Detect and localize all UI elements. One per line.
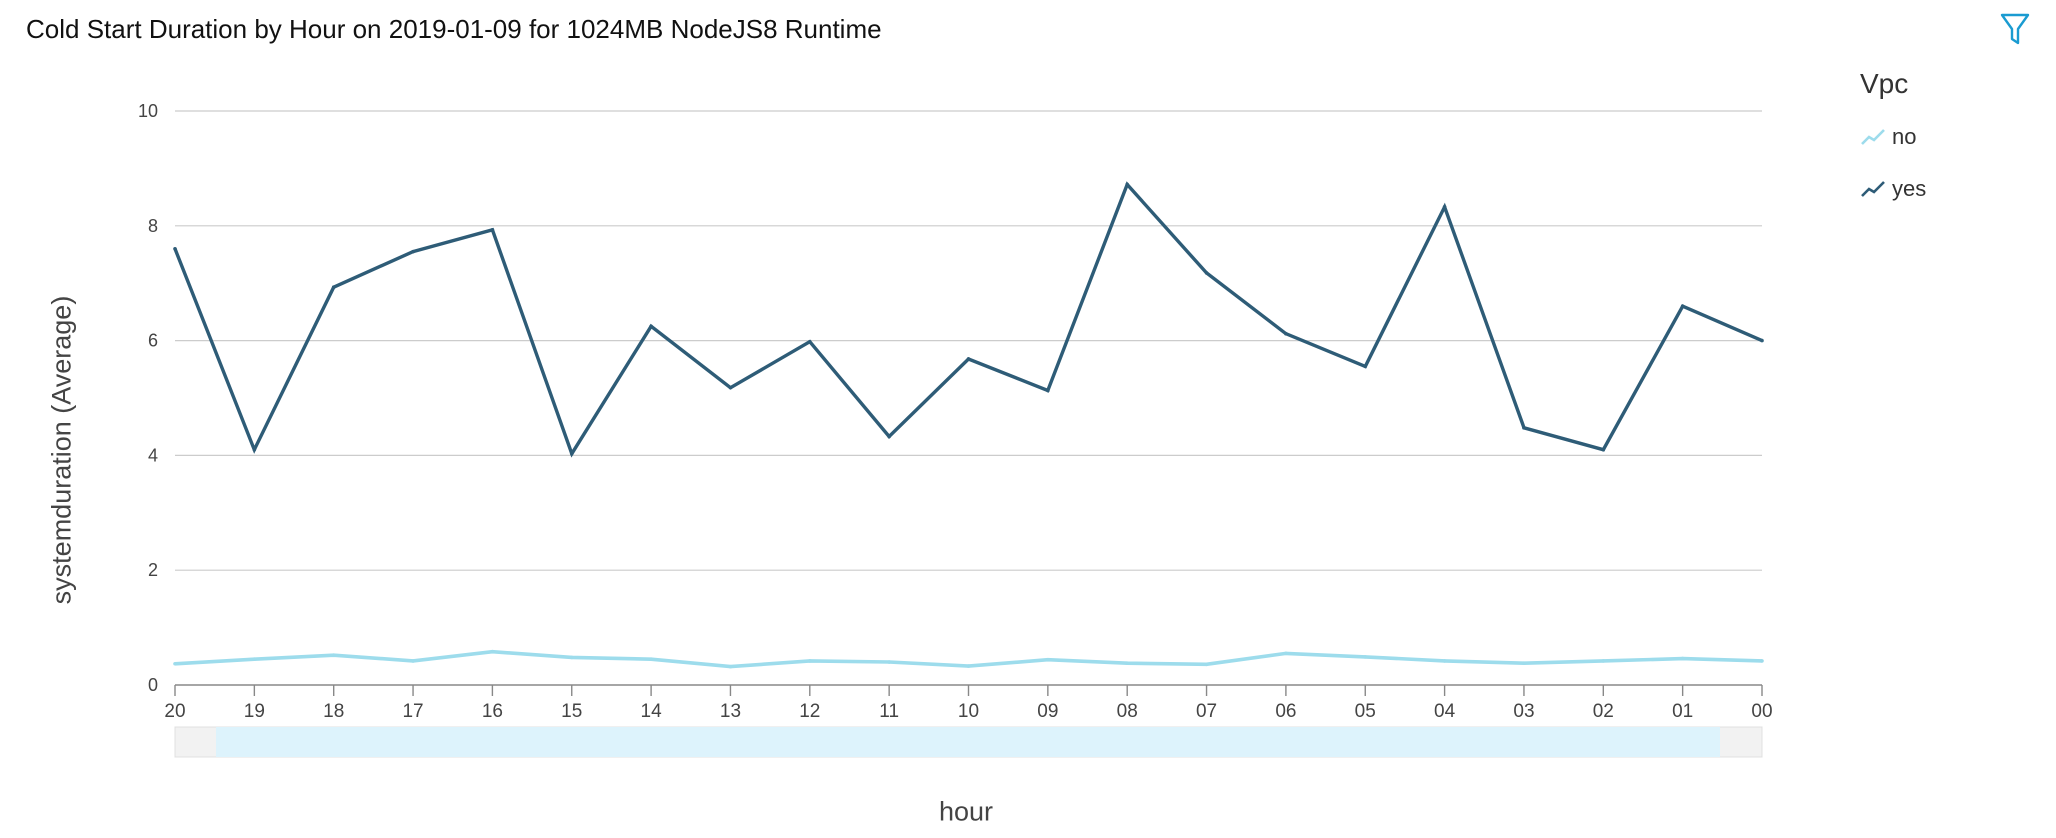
slider-selection[interactable]	[216, 727, 1720, 757]
x-tick-label: 10	[958, 701, 979, 722]
y-tick-label: 6	[148, 331, 158, 351]
line-chart-icon	[1861, 129, 1885, 145]
x-tick-label: 08	[1117, 701, 1138, 722]
data-point	[490, 228, 495, 232]
x-tick-label: 13	[720, 701, 741, 722]
data-point	[411, 659, 415, 663]
y-tick-label: 8	[148, 216, 158, 236]
x-tick-label: 05	[1355, 701, 1376, 722]
gridlines	[175, 110, 1762, 571]
series-lines	[173, 181, 1764, 669]
data-point	[1760, 338, 1764, 343]
data-point	[1522, 426, 1526, 430]
data-point	[1680, 656, 1685, 661]
data-point	[649, 324, 653, 329]
legend-item-label: no	[1892, 124, 1917, 149]
x-tick-label: 19	[244, 701, 265, 722]
data-point	[252, 447, 257, 452]
data-point	[1125, 661, 1129, 665]
x-axis-title: hour	[938, 796, 994, 827]
x-tick-label: 17	[402, 701, 423, 722]
data-point	[1204, 271, 1209, 275]
x-tick-label: 06	[1275, 701, 1296, 722]
x-axis: 20 19 18 17 16 15 14 13 12 11 10 09 08 07 06 05 04 03 02 01…	[164, 684, 1773, 722]
legend: Vpc no yes	[1860, 68, 1926, 228]
x-tick-label: 00	[1751, 701, 1772, 722]
x-tick-label: 18	[323, 701, 344, 722]
data-point	[1204, 662, 1209, 667]
x-tick-label: 14	[641, 701, 663, 722]
y-tick-label: 2	[148, 560, 158, 580]
data-point	[1601, 659, 1606, 663]
legend-item-yes[interactable]: yes	[1860, 176, 1926, 202]
data-point	[728, 385, 733, 390]
data-point	[173, 661, 177, 666]
filter-icon[interactable]	[1998, 10, 2032, 48]
data-point	[411, 249, 415, 254]
data-point	[331, 653, 336, 657]
chart-title: Cold Start Duration by Hour on 2019-01-0…	[26, 14, 882, 44]
y-tick-label: 4	[148, 445, 158, 465]
data-point	[569, 451, 574, 456]
y-axis-ticks: 0 2 4 6 8 10	[138, 101, 158, 695]
x-tick-label: 16	[482, 701, 503, 722]
data-point	[331, 285, 336, 290]
data-point	[1284, 331, 1288, 336]
x-tick-label: 02	[1593, 701, 1614, 722]
y-axis-title: systemduration (Average)	[46, 295, 77, 605]
x-tick-label: 15	[561, 701, 582, 722]
data-point	[808, 339, 812, 344]
data-point	[490, 649, 495, 654]
legend-title: Vpc	[1860, 68, 1909, 99]
data-point	[173, 246, 177, 251]
x-tick-label: 03	[1513, 701, 1534, 722]
data-point	[1760, 659, 1764, 663]
data-point	[887, 434, 891, 439]
data-point	[808, 659, 812, 663]
data-point	[1046, 388, 1050, 393]
data-point	[1125, 182, 1129, 187]
data-point	[1442, 205, 1447, 209]
x-tick-label: 04	[1434, 701, 1456, 722]
x-tick-label: 11	[879, 701, 899, 722]
data-point	[649, 657, 653, 661]
data-point	[1363, 655, 1368, 659]
x-tick-label: 01	[1672, 701, 1693, 722]
range-slider[interactable]	[174, 726, 1763, 758]
legend-item-no[interactable]: no	[1860, 124, 1926, 150]
legend-item-label: yes	[1892, 176, 1927, 201]
y-tick-label: 0	[148, 675, 158, 695]
x-tick-label: 12	[799, 701, 820, 722]
x-tick-label: 07	[1196, 701, 1217, 722]
x-tick-label: 09	[1037, 701, 1058, 722]
data-point	[728, 664, 733, 669]
data-point	[1680, 304, 1685, 308]
series-line-yes	[173, 181, 1763, 458]
data-point	[966, 357, 971, 361]
x-tick-label: 20	[164, 701, 185, 722]
data-point	[569, 655, 574, 660]
data-point	[1284, 651, 1288, 656]
data-point	[1363, 364, 1368, 369]
data-point	[966, 664, 971, 668]
data-point	[1522, 661, 1526, 665]
line-chart-icon	[1861, 181, 1885, 197]
data-point	[1046, 657, 1050, 662]
data-point	[252, 657, 257, 661]
data-point	[887, 660, 891, 664]
data-point	[1601, 447, 1606, 452]
y-tick-label: 10	[138, 101, 158, 121]
data-point	[1442, 659, 1447, 663]
